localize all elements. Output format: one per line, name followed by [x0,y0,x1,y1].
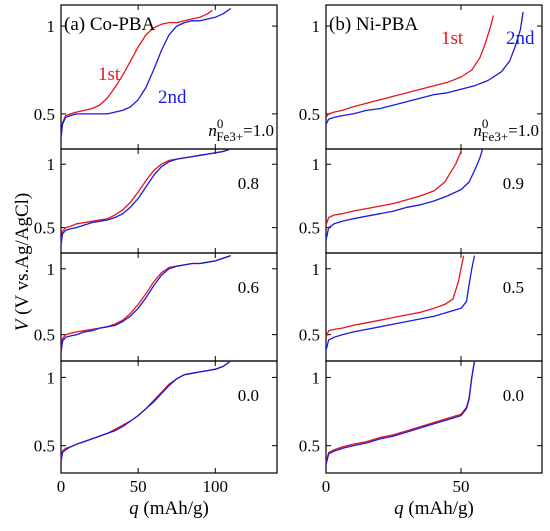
y-axis-label: V (V vs.Ag/AgCl) [12,193,33,331]
series-line-2nd [325,148,484,241]
subpanel-label: n0 Fe3+=1.0 [473,116,539,144]
annotation-1st: 1st [98,64,121,85]
subpanel-label: 0.9 [503,174,524,193]
series-line-1st [60,148,231,243]
series-line-2nd [60,254,231,354]
y-tick-label: 0.5 [34,326,55,345]
subpanel-label: 0.0 [503,386,524,405]
y-tick-label: 1 [47,260,56,279]
subpanel-1-1: 0.5 1 0.9 [299,148,543,254]
subpanel-frame [60,148,278,254]
subpanel-0-2: 0.5 1 0.6 [34,252,278,362]
annotation-2nd: 2nd [158,87,187,108]
subpanel-frame [60,360,278,474]
series-line-1st [60,360,232,460]
subpanel-label: 0.0 [238,386,259,405]
x-tick-label: 100 [203,477,229,496]
series-line-1st [60,254,231,351]
series-line-2nd [60,360,232,463]
y-tick-label: 0.5 [34,437,55,456]
x-tick-label: 0 [57,477,66,496]
subpanel-frame [325,252,543,362]
series-line-2nd [325,360,476,465]
y-tick-label: 1 [47,155,56,174]
y-tick-label: 0.5 [34,105,55,124]
panel-title: (a) Co-PBA [64,14,156,35]
series-line-1st [60,9,213,137]
y-tick-label: 1 [312,155,321,174]
legend-entry-1st: 1st [441,28,464,49]
y-tick-label: 1 [312,17,321,36]
series-line-1st [325,255,465,338]
x-axis-label: q (mAh/g) [394,498,474,519]
y-tick-label: 0.5 [299,437,320,456]
subpanel-0-0: 0.5 1 n0 Fe3+=1.0 1st 2nd [34,4,278,150]
x-tick-label: 50 [130,477,147,496]
x-tick-label: 0 [322,477,331,496]
y-tick-label: 0.5 [34,219,55,238]
series-line-2nd [325,255,476,351]
series-line-1st [325,151,462,226]
subpanel-0-3: 0.5 1 0.0 [34,360,278,474]
series-line-2nd [325,11,524,125]
subpanel-1-0: 0.5 1 n0 Fe3+=1.0 1st 2nd [299,4,543,150]
subpanel-1-3: 0.5 1 0.0 [299,360,543,474]
y-tick-label: 1 [47,368,56,387]
legend-entry-2nd: 2nd [506,28,535,49]
y-tick-label: 1 [312,368,321,387]
x-axis-label: q (mAh/g) [129,498,209,519]
subpanel-label: 0.5 [503,278,524,297]
x-tick-label: 50 [453,477,470,496]
series-line-2nd [60,7,232,139]
panel-title: (b) Ni-PBA [329,14,418,35]
subpanel-label: 0.8 [238,174,259,193]
subpanel-1-2: 0.5 1 0.5 [299,252,543,362]
y-tick-label: 0.5 [299,105,320,124]
series-line-1st [325,15,495,118]
y-tick-label: 0.5 [299,219,320,238]
y-tick-label: 1 [312,260,321,279]
subpanel-label: 0.6 [238,278,259,297]
series-line-2nd [60,148,231,246]
subpanel-0-1: 0.5 1 0.8 [34,148,278,254]
y-tick-label: 1 [47,17,56,36]
subpanel-frame [325,360,543,474]
subpanel-label: n0 Fe3+=1.0 [208,116,274,144]
y-tick-label: 0.5 [299,326,320,345]
